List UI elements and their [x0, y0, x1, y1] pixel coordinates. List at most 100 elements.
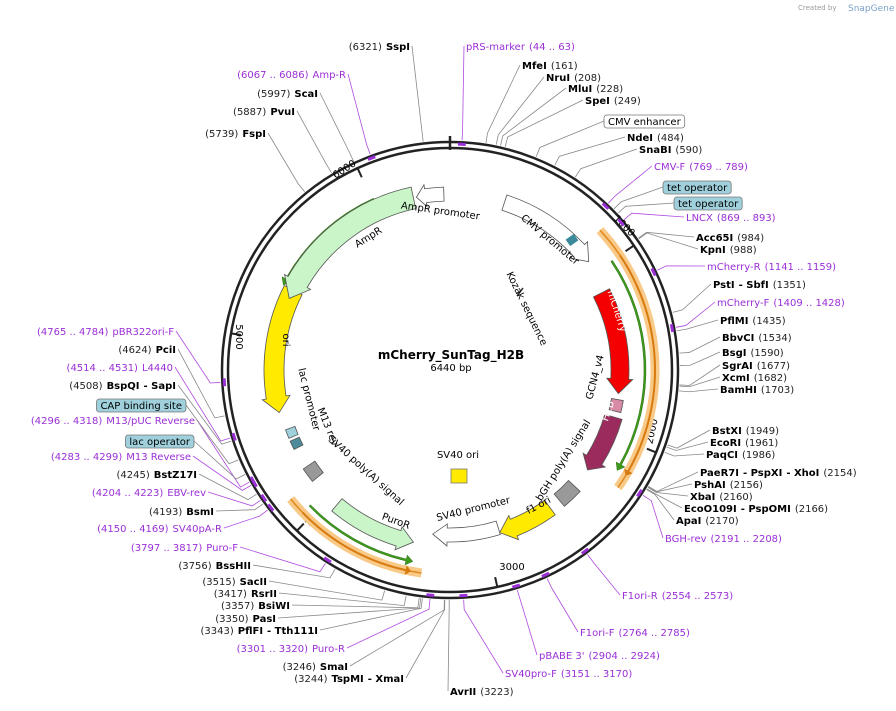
primer-label: (3797 .. 3817) Puro-F [131, 543, 238, 554]
primer-label-part: (1409 .. 1428) [773, 298, 845, 309]
primer-mark [267, 503, 275, 512]
plasmid-name: mCherry_SunTag_H2B [378, 348, 524, 363]
leader-line [638, 231, 695, 239]
boxed-feature-label: lac operator [129, 437, 190, 448]
site-label-part: (4193) [149, 507, 182, 518]
primer-mark [511, 583, 521, 589]
site-label-part: - XmaI [368, 674, 404, 685]
boxed-feature-label: CAP binding site [100, 401, 182, 412]
orf-line [610, 260, 647, 471]
feature-shape [285, 425, 299, 439]
site-label: AvrII (3223) [450, 687, 514, 698]
site-label-part: (1961) [745, 438, 778, 449]
primer-mark [580, 547, 590, 555]
site-label-part: (2170) [705, 516, 738, 527]
site-label-part: (3350) [215, 614, 248, 625]
site-label: XbaI (2160) [690, 492, 753, 503]
site-label-part: (161) [551, 61, 578, 72]
site-label: (3246) SmaI [283, 662, 348, 673]
leader-line [500, 87, 567, 146]
feature-shape [499, 499, 556, 541]
primer-label: (4204 .. 4223) EBV-rev [92, 488, 206, 499]
leader-line [679, 336, 721, 354]
site-label-part: - PspOMI [741, 504, 791, 515]
site-label: (5997) ScaI [257, 89, 318, 100]
leader-line [319, 598, 423, 631]
feature-box [603, 114, 686, 129]
leader-line [516, 589, 538, 656]
primer-label: F1ori-R (2554 .. 2573) [622, 591, 733, 602]
primer-label-part: (6067 .. 6086) [237, 70, 309, 81]
site-label-part: NruI [546, 73, 570, 84]
primer-mark [260, 493, 268, 503]
site-label-part: EcoO109I [684, 504, 737, 515]
scale-tick [230, 332, 242, 336]
primer-label-part: (4204 .. 4223) [92, 488, 164, 499]
site-label-part: (3756) [178, 561, 211, 572]
leader-line [676, 319, 719, 332]
site-label-part: (484) [657, 133, 684, 144]
site-label: (3244) TspMI - XmaI [294, 674, 404, 685]
primer-mark [601, 202, 610, 210]
site-label-part: (249) [614, 96, 641, 107]
site-label-part: (1949) [746, 426, 779, 437]
primer-mark [669, 323, 675, 333]
site-label: BbvCI (1534) [722, 333, 792, 344]
leader-line [646, 488, 683, 509]
leader-line [679, 376, 721, 388]
site-label: (3343) PflFI - Tth111I [200, 626, 318, 637]
site-label: MfeI (161) [522, 61, 578, 72]
site-label-part: (1435) [752, 316, 785, 327]
primer-label-part: L4440 [142, 363, 173, 374]
primer-label: (4296 .. 4318) M13/pUC Reverse [31, 416, 195, 427]
site-label-part: (3244) [294, 674, 327, 685]
leader-line [347, 73, 371, 155]
site-label: (5739) FspI [205, 129, 266, 140]
leader-line [647, 487, 689, 497]
primer-label: (6067 .. 6086) Amp-R [237, 70, 346, 81]
leader-line [504, 99, 584, 147]
site-label: MluI (228) [568, 84, 623, 95]
leader-line [185, 404, 239, 465]
leader-line [193, 440, 246, 480]
site-label-part: (5739) [205, 129, 238, 140]
feature-label: SV40 promoter [435, 495, 512, 524]
site-label-part: (3417) [214, 589, 247, 600]
primer-label-part: (2904 .. 2924) [589, 651, 661, 662]
leader-line [679, 388, 719, 393]
leader-line [657, 265, 706, 271]
leader-line [646, 489, 675, 521]
primer-mark [426, 593, 435, 597]
leader-line [192, 455, 252, 491]
site-label-part: ApaI [676, 516, 701, 527]
site-label-part: BsmI [186, 507, 214, 518]
site-label: (6321) SspI [349, 42, 410, 53]
site-label: BstXI (1949) [712, 426, 779, 437]
primer-label-part: CMV-F [654, 162, 685, 173]
site-label-part: - SapI [144, 381, 176, 392]
primer-label-part: BGH-rev [665, 534, 707, 545]
primer-label-part: Amp-R [313, 70, 347, 81]
site-label-part: (3357) [221, 601, 254, 612]
leader-line [411, 45, 424, 142]
leader-line [667, 429, 711, 449]
site-label: PstI - SbfI (1351) [713, 280, 806, 291]
site-label-part: BssHII [216, 561, 251, 572]
site-label: (3417) RsrII [214, 589, 277, 600]
feature-shape [302, 460, 324, 482]
site-label: SnaBI (590) [639, 145, 702, 156]
site-label-part: (1590) [750, 348, 783, 359]
site-label-part: (2160) [719, 492, 752, 503]
site-label: XcmI (1682) [722, 373, 787, 384]
primer-label-part: pRS-marker [466, 42, 526, 53]
orf-arrow [301, 511, 411, 576]
scale-tick [296, 522, 305, 532]
primer-label-part: (2191 .. 2208) [711, 534, 783, 545]
primer-mark [323, 556, 332, 564]
site-label-part: (4245) [116, 470, 149, 481]
leader-line [666, 441, 709, 451]
site-label-part: (984) [737, 233, 764, 244]
primer-label-part: mCherry-F [717, 298, 770, 309]
site-label-part: PstI [713, 280, 735, 291]
